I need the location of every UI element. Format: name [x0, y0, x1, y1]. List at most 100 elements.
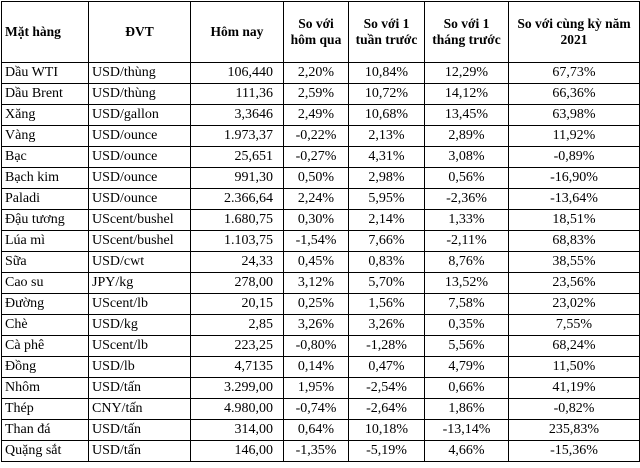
table-cell: 2,89% — [424, 125, 509, 147]
table-cell: 2,49% — [283, 104, 349, 126]
table-cell: 1.680,75 — [190, 209, 284, 231]
table-cell: USD/thùng — [88, 83, 191, 105]
table-cell: Thép — [1, 398, 89, 420]
table-row: Chè USD/kg 2,85 3,26% 3,26% 0,35% 7,55% — [1, 314, 640, 336]
table-row: Bạc USD/ounce 25,651 -0,27% 4,31% 3,08% -0,89% — [1, 146, 640, 168]
table-row: Đường UScent/lb 20,15 0,25% 1,56% 7,58% 23,02% — [1, 293, 640, 315]
table-cell: Sữa — [1, 251, 89, 273]
table-cell: 18,51% — [508, 209, 640, 231]
table-cell: 38,55% — [508, 251, 640, 273]
table-cell: 5,56% — [424, 335, 509, 357]
table-row: Đồng USD/lb 4,7135 0,14% 0,47% 4,79% 11,50% — [1, 356, 640, 378]
table-cell: CNY/tấn — [88, 398, 191, 420]
table-cell: 278,00 — [190, 272, 284, 294]
table-cell: 20,15 — [190, 293, 284, 315]
table-cell: USD/gallon — [88, 104, 191, 126]
table-cell: USD/thùng — [88, 62, 191, 84]
table-cell: 10,18% — [348, 419, 425, 441]
table-cell: 1,86% — [424, 398, 509, 420]
table-cell: Than đá — [1, 419, 89, 441]
table-cell: 4,31% — [348, 146, 425, 168]
table-cell: 0,83% — [348, 251, 425, 273]
table-cell: Bạc — [1, 146, 89, 168]
table-cell: 0,14% — [283, 356, 349, 378]
table-cell: 1,33% — [424, 209, 509, 231]
table-cell: -2,36% — [424, 188, 509, 210]
table-cell: 8,76% — [424, 251, 509, 273]
table-row: Lúa mì UScent/bushel 1.103,75 -1,54% 7,66% -2… — [1, 230, 640, 252]
table-cell: Cao su — [1, 272, 89, 294]
table-cell: -2,54% — [348, 377, 425, 399]
table-cell: 7,55% — [508, 314, 640, 336]
table-cell: 111,36 — [190, 83, 284, 105]
table-cell: 3.299,00 — [190, 377, 284, 399]
table-cell: 10,68% — [348, 104, 425, 126]
table-cell: USD/ounce — [88, 188, 191, 210]
table-cell: UScent/lb — [88, 293, 191, 315]
table-cell: 4,7135 — [190, 356, 284, 378]
table-row: Dầu Brent USD/thùng 111,36 2,59% 10,72% 14,12… — [1, 83, 640, 105]
table-cell: 23,56% — [508, 272, 640, 294]
table-cell: 12,29% — [424, 62, 509, 84]
header-cell: So với hôm qua — [283, 1, 349, 63]
table-cell: -2,11% — [424, 230, 509, 252]
table-cell: 0,30% — [283, 209, 349, 231]
header-cell: So với 1 tuần trước — [348, 1, 425, 63]
table-row: Xăng USD/gallon 3,3646 2,49% 10,68% 13,45% 63,… — [1, 104, 640, 126]
table-cell: -0,82% — [508, 398, 640, 420]
table-cell: 63,98% — [508, 104, 640, 126]
table-cell: 2,98% — [348, 167, 425, 189]
table-cell: -5,19% — [348, 440, 425, 462]
table-cell: Xăng — [1, 104, 89, 126]
table-cell: Đậu tương — [1, 209, 89, 231]
table-cell: USD/tấn — [88, 377, 191, 399]
table-cell: -1,54% — [283, 230, 349, 252]
table-cell: 991,30 — [190, 167, 284, 189]
table-cell: Cà phê — [1, 335, 89, 357]
table-body: Dầu WTI USD/thùng 106,440 2,20% 10,84% 12,29%… — [1, 62, 640, 462]
table-cell: 4,79% — [424, 356, 509, 378]
table-cell: 2,85 — [190, 314, 284, 336]
table-cell: JPY/kg — [88, 272, 191, 294]
header-cell: So với cùng kỳ năm 2021 — [508, 1, 640, 63]
table-cell: 4.980,00 — [190, 398, 284, 420]
table-cell: 67,73% — [508, 62, 640, 84]
table-cell: -1,35% — [283, 440, 349, 462]
table-cell: 68,24% — [508, 335, 640, 357]
table-cell: 24,33 — [190, 251, 284, 273]
table-cell: 106,440 — [190, 62, 284, 84]
header-cell: Mặt hàng — [1, 1, 89, 63]
table-cell: 314,00 — [190, 419, 284, 441]
table-cell: USD/tấn — [88, 440, 191, 462]
table-cell: 13,52% — [424, 272, 509, 294]
table-cell: 5,95% — [348, 188, 425, 210]
table-cell: 3,08% — [424, 146, 509, 168]
table-cell: 0,64% — [283, 419, 349, 441]
table-cell: 66,36% — [508, 83, 640, 105]
table-row: Quặng sắt USD/tấn 146,00 -1,35% -5,19% 4,66% -… — [1, 440, 640, 462]
table-cell: Đồng — [1, 356, 89, 378]
table-cell: USD/lb — [88, 356, 191, 378]
header-row: Mặt hàng ĐVT Hôm nay So với hôm qua So với 1… — [1, 1, 640, 63]
table-cell: -1,28% — [348, 335, 425, 357]
table-row: Cao su JPY/kg 278,00 3,12% 5,70% 13,52% 23,56% — [1, 272, 640, 294]
table-cell: 0,25% — [283, 293, 349, 315]
table-cell: UScent/bushel — [88, 230, 191, 252]
table-cell: 11,92% — [508, 125, 640, 147]
table-cell: 235,83% — [508, 419, 640, 441]
table-cell: -0,27% — [283, 146, 349, 168]
table-row: Cà phê UScent/lb 223,25 -0,80% -1,28% 5,56% 68… — [1, 335, 640, 357]
table-cell: 1.103,75 — [190, 230, 284, 252]
table-cell: 3,26% — [283, 314, 349, 336]
table-cell: 1,95% — [283, 377, 349, 399]
table-row: Paladi USD/ounce 2.366,64 2,24% 5,95% -2,36% -… — [1, 188, 640, 210]
table-row: Vàng USD/ounce 1.973,37 -0,22% 2,13% 2,89% 11,… — [1, 125, 640, 147]
table-cell: -13,14% — [424, 419, 509, 441]
table-row: Đậu tương UScent/bushel 1.680,75 0,30% 2,14%… — [1, 209, 640, 231]
header-cell: Hôm nay — [190, 1, 284, 63]
table-cell: -0,89% — [508, 146, 640, 168]
table-cell: 0,45% — [283, 251, 349, 273]
table-cell: Lúa mì — [1, 230, 89, 252]
table-row: Than đá USD/tấn 314,00 0,64% 10,18% -13,14% 23… — [1, 419, 640, 441]
